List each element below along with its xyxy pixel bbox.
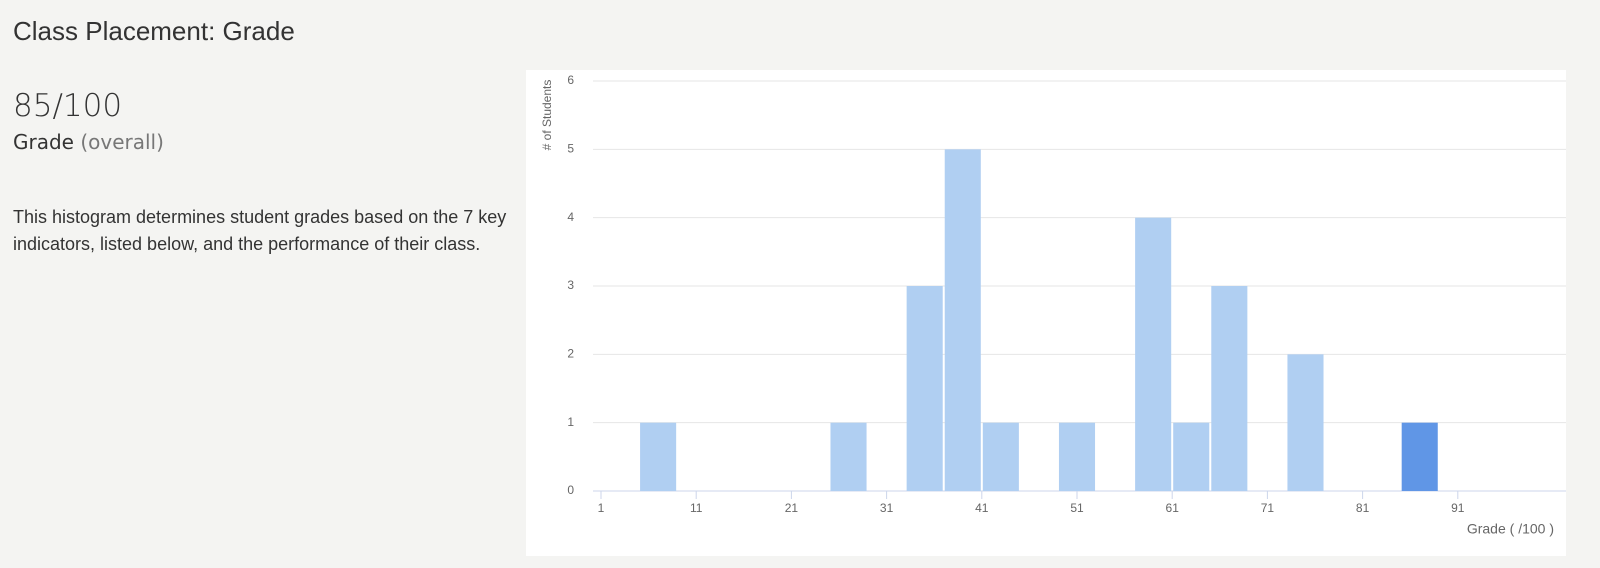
grade-label: Grade (overall) <box>13 130 164 154</box>
x-tick-label: 91 <box>1451 501 1465 515</box>
y-tick-label: 4 <box>567 210 574 224</box>
x-tick-label: 51 <box>1070 501 1084 515</box>
y-tick-label: 6 <box>567 73 574 87</box>
x-tick-label: 71 <box>1261 501 1275 515</box>
bar <box>830 422 867 491</box>
y-axis-title: # of Students <box>540 80 554 151</box>
bar <box>640 422 677 491</box>
page-title: Class Placement: Grade <box>13 16 295 46</box>
y-tick-label: 5 <box>567 142 574 156</box>
x-tick-label: 1 <box>598 501 605 515</box>
bar <box>906 286 943 491</box>
y-tick-label: 3 <box>567 278 574 292</box>
bar <box>944 149 981 491</box>
x-tick-label: 81 <box>1356 501 1370 515</box>
x-tick-label: 61 <box>1166 501 1180 515</box>
score: 85/100 <box>13 88 123 124</box>
grade-text: Grade <box>13 130 74 154</box>
x-tick-label: 41 <box>975 501 989 515</box>
bar <box>1401 422 1438 491</box>
bar <box>1058 422 1096 491</box>
x-axis-title: Grade ( /100 ) <box>1467 521 1554 537</box>
bar <box>1211 286 1248 491</box>
x-tick-label: 11 <box>690 501 703 515</box>
bar <box>982 422 1019 491</box>
description: This histogram determines student grades… <box>13 207 507 254</box>
y-tick-label: 0 <box>567 483 574 497</box>
x-tick-label: 21 <box>785 501 799 515</box>
y-tick-label: 1 <box>567 415 574 429</box>
x-tick-label: 31 <box>880 501 894 515</box>
y-tick-label: 2 <box>567 347 574 361</box>
bar <box>1287 354 1324 491</box>
bar <box>1173 422 1210 491</box>
grade-qualifier: (overall) <box>80 130 164 154</box>
bar <box>1135 217 1172 491</box>
